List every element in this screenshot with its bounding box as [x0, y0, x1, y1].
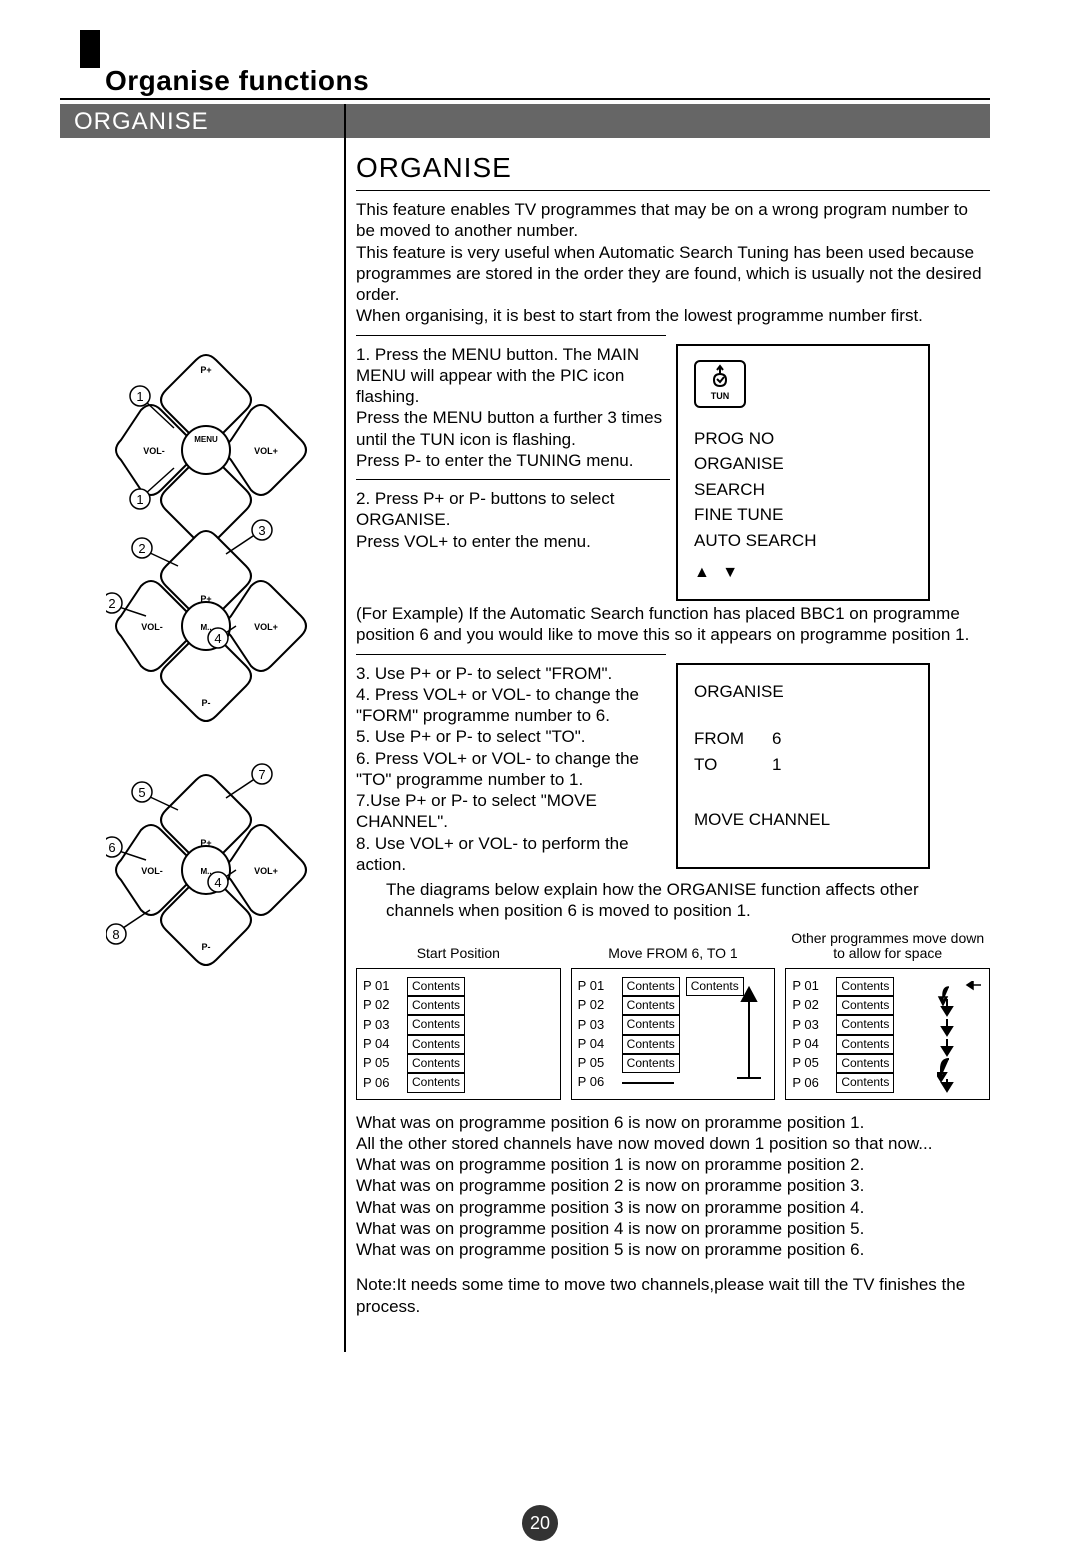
menu-item: SEARCH: [694, 477, 912, 503]
move-channel: MOVE CHANNEL: [694, 807, 912, 833]
table-title-1: Start Position: [356, 932, 561, 962]
tun-label: TUN: [711, 390, 730, 404]
callout-4b: 4: [214, 875, 221, 890]
menu-arrows: ▲ ▼: [694, 561, 912, 585]
step-2: 2. Press P+ or P- buttons to select ORGA…: [356, 488, 670, 552]
step-1: 1. Press the MENU button. The MAIN MENU …: [356, 344, 670, 472]
steps-3-to-8: 3. Use P+ or P- to select "FROM". 4. Pre…: [356, 663, 676, 876]
table-title-3: Other programmes move down to allow for …: [785, 932, 990, 962]
to-label: TO: [694, 752, 772, 778]
subtitle: ORGANISE: [356, 152, 990, 184]
table-1: P 01Contents P 02Contents P 03Contents P…: [356, 968, 561, 1100]
label-p-minus: P-: [202, 942, 211, 952]
label-vol-minus: VOL-: [141, 622, 163, 632]
label-vol-plus: VOL+: [254, 866, 278, 876]
callout-4: 4: [214, 631, 221, 646]
table-3: P 01Contents P 02Contents P 03Contents P…: [785, 968, 990, 1100]
label-vol-plus: VOL+: [254, 446, 278, 456]
label-vol-minus: VOL-: [143, 446, 165, 456]
tun-icon: TUN: [694, 360, 746, 408]
example-text: (For Example) If the Automatic Search fu…: [356, 603, 990, 646]
svg-text:M..: M..: [200, 623, 211, 632]
callout-2a: 2: [138, 541, 145, 556]
label-vol-minus: VOL-: [141, 866, 163, 876]
org-title: ORGANISE: [694, 679, 912, 705]
section-banner: ORGANISE: [60, 104, 990, 138]
shift-arrows-icon: [937, 981, 983, 1093]
label-p-minus: P-: [202, 698, 211, 708]
tuning-menu-box: TUN PROG NO ORGANISE SEARCH FINE TUNE AU…: [676, 344, 930, 602]
label-p-plus: P+: [200, 838, 211, 848]
remote-diagram-3: P+ P- VOL- VOL+ M.. 7 5 6 4 8: [106, 750, 326, 990]
to-value: 1: [772, 752, 781, 778]
label-menu: MENU: [194, 435, 218, 444]
callout-1: 1: [136, 389, 143, 404]
remote-diagram-2: P+ P- VOL- VOL+ M.. 3 2 2 4: [106, 506, 326, 746]
callout-1b: 1: [136, 492, 143, 507]
vertical-divider: [344, 104, 346, 1352]
divider: [356, 190, 990, 191]
label-p-plus: P+: [200, 365, 211, 375]
tables-row: Start Position P 01Contents P 02Contents…: [356, 932, 990, 1100]
callout-3: 3: [258, 523, 265, 538]
label-vol-plus: VOL+: [254, 622, 278, 632]
callout-5: 5: [138, 785, 145, 800]
menu-item: ORGANISE: [694, 451, 912, 477]
organise-menu-box: ORGANISE FROM6 TO1 MOVE CHANNEL: [676, 663, 930, 869]
page-number: 20: [522, 1505, 558, 1541]
intro-text: This feature enables TV programmes that …: [356, 199, 990, 327]
callout-7: 7: [258, 767, 265, 782]
divider: [356, 479, 670, 480]
table-title-2: Move FROM 6, TO 1: [571, 932, 776, 962]
svg-text:M..: M..: [200, 867, 211, 876]
from-value: 6: [772, 726, 781, 752]
menu-item: AUTO SEARCH: [694, 528, 912, 554]
callout-2b: 2: [108, 596, 115, 611]
move-arrow-icon: [734, 983, 764, 1083]
callout-8: 8: [112, 927, 119, 942]
divider: [356, 654, 666, 655]
callout-6: 6: [108, 840, 115, 855]
table-2: P 01ContentsContents P 02Contents P 03Co…: [571, 968, 776, 1100]
divider: [356, 335, 666, 336]
menu-item: FINE TUNE: [694, 502, 912, 528]
menu-item: PROG NO: [694, 426, 912, 452]
decorative-tab: [80, 30, 100, 68]
note-text: Note:It needs some time to move two chan…: [356, 1274, 990, 1317]
label-p-plus: P+: [200, 594, 211, 604]
page-title: Organise functions: [105, 65, 369, 97]
from-label: FROM: [694, 726, 772, 752]
title-underline: [60, 98, 990, 100]
what-was-text: What was on programme position 6 is now …: [356, 1112, 990, 1261]
diagram-header: The diagrams below explain how the ORGAN…: [386, 879, 990, 922]
